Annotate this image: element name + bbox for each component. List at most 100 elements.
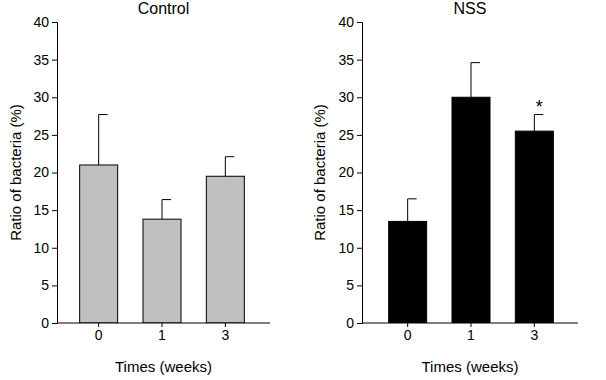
tick-mark (52, 135, 57, 136)
chart-title: Control (138, 0, 190, 17)
tick-mark (357, 173, 362, 174)
tick-mark (52, 173, 57, 174)
tick-label: 35 (33, 52, 49, 68)
tick-mark (52, 285, 57, 286)
tick-label: 3 (221, 327, 229, 343)
tick-mark (52, 22, 57, 23)
tick: 0 (346, 315, 362, 331)
axis-line (362, 323, 578, 324)
error-stem (98, 115, 99, 165)
tick: 5 (41, 277, 57, 293)
axis-line (357, 23, 363, 324)
axis-line (57, 323, 270, 324)
tick-label: 25 (338, 127, 354, 143)
x-axis-title: Times (weeks) (115, 358, 212, 375)
tick-label: 20 (33, 164, 49, 180)
x-axis: 0 1 3 (362, 323, 578, 343)
bar (143, 219, 181, 323)
tick-label: 1 (467, 327, 475, 343)
bar (515, 131, 553, 323)
error-cap (99, 114, 108, 115)
y-axis-title: Ratio of bacteria (%) (311, 104, 328, 241)
tick-label: 0 (41, 315, 49, 331)
tick-mark (357, 135, 362, 136)
tick-mark (357, 285, 362, 286)
tick: 20 (33, 164, 57, 180)
tick: 1 (158, 323, 166, 343)
tick: 25 (338, 127, 362, 143)
tick-mark (52, 210, 57, 211)
tick-mark (52, 248, 57, 249)
tick-label: 25 (33, 127, 49, 143)
tick-label: 40 (33, 14, 49, 30)
tick: 35 (338, 52, 362, 68)
tick: 10 (33, 240, 57, 256)
axis-line (52, 23, 58, 324)
tick-label: 0 (404, 327, 412, 343)
tick-label: 0 (95, 327, 103, 343)
tick-label: 15 (338, 202, 354, 218)
bar (206, 176, 244, 323)
tick-mark (52, 60, 57, 61)
y-axis-title: Ratio of bacteria (%) (7, 104, 24, 241)
error-stem (162, 200, 163, 220)
error-cap (408, 198, 417, 199)
tick-mark (52, 97, 57, 98)
error-bar (225, 157, 234, 177)
tick-label: 0 (346, 315, 354, 331)
tick: 0 (404, 323, 412, 343)
tick: 15 (33, 202, 57, 218)
tick: 10 (338, 240, 362, 256)
tick: 20 (338, 164, 362, 180)
x-axis: 0 1 3 (57, 323, 270, 343)
tick: 15 (338, 202, 362, 218)
tick: 40 (338, 14, 362, 30)
error-bar (99, 115, 108, 165)
plot-area (389, 63, 554, 323)
tick-mark (357, 22, 362, 23)
tick: 30 (33, 89, 57, 105)
tick-label: 20 (338, 164, 354, 180)
error-stem (407, 199, 408, 222)
tick-mark (357, 248, 362, 249)
tick-label: 35 (338, 52, 354, 68)
chart-panel: Control 0 5 10 15 20 25 30 35 40 0 1 3 Times (weeks) R… (7, 0, 270, 375)
error-cap (471, 62, 480, 63)
tick-label: 10 (338, 240, 354, 256)
error-bar (408, 199, 417, 222)
figure: Control0510152025303540013Times (weeks)R… (0, 0, 606, 380)
tick-label: 15 (33, 202, 49, 218)
tick: 0 (95, 323, 103, 343)
tick-label: 40 (338, 14, 354, 30)
tick: 3 (530, 323, 538, 343)
tick: 25 (33, 127, 57, 143)
tick-label: 10 (33, 240, 49, 256)
y-axis: 0 5 10 15 20 25 30 35 40 (33, 14, 57, 331)
tick-label: 5 (346, 277, 354, 293)
chart-title: NSS (454, 0, 487, 17)
error-stem (471, 63, 472, 98)
plot-area (80, 115, 245, 323)
error-cap (225, 156, 234, 157)
tick-mark (357, 97, 362, 98)
bar (452, 97, 490, 323)
y-axis: 0 5 10 15 20 25 30 35 40 (338, 14, 362, 331)
tick-mark (357, 323, 362, 324)
error-bar (162, 200, 171, 220)
error-bar (471, 63, 480, 98)
error-stem (225, 157, 226, 177)
tick-label: 1 (158, 327, 166, 343)
tick-label: 3 (530, 327, 538, 343)
tick-mark (52, 323, 57, 324)
bar (80, 165, 118, 323)
error-stem (534, 115, 535, 132)
chart-panel: NSS 0 5 10 15 20 25 30 35 40 0 1 3 Times (weeks) Ratio… (311, 0, 578, 375)
tick: 0 (41, 315, 57, 331)
tick-label: 30 (338, 89, 354, 105)
tick-mark (357, 60, 362, 61)
tick-mark (357, 210, 362, 211)
x-axis-title: Times (weeks) (422, 358, 519, 375)
error-bar (534, 115, 543, 132)
annotation: * (536, 97, 543, 117)
tick: 5 (346, 277, 362, 293)
